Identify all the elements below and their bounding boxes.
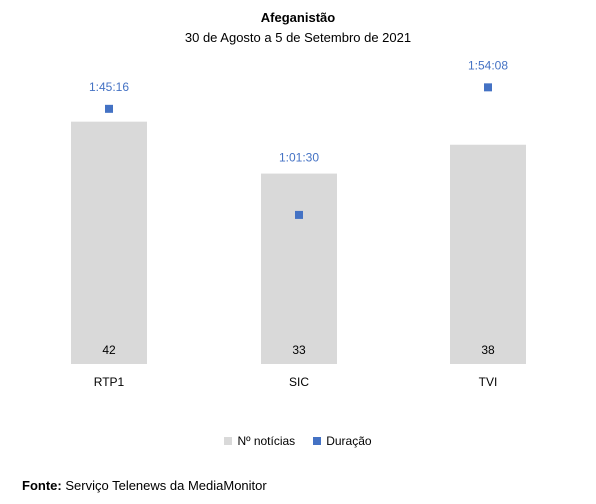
bar-value-label-rtp1: 42 <box>102 343 116 357</box>
bar-tvi <box>450 144 526 364</box>
chart-title: Afeganistão <box>260 10 336 25</box>
legend-label-duracao: Duração <box>326 434 372 448</box>
category-label-rtp1: RTP1 <box>94 375 125 389</box>
source-note: Fonte: Serviço Telenews da MediaMonitor <box>22 478 267 493</box>
duration-label-sic: 1:01:30 <box>279 151 319 165</box>
source-text: Serviço Telenews da MediaMonitor <box>65 478 267 493</box>
source-label: Fonte <box>22 478 58 493</box>
legend-swatch-duracao <box>313 437 322 445</box>
category-label-sic: SIC <box>289 375 309 389</box>
chart-legend: Nº notícias Duração <box>0 434 596 448</box>
bar-rtp1 <box>71 121 147 364</box>
legend-item-noticias: Nº notícias <box>224 434 295 448</box>
duration-marker-tvi <box>484 83 492 92</box>
chart-plot: 42 1:45:16 RTP1 33 1:01:30 SIC 38 1:54:08 TVI <box>71 58 526 389</box>
duration-marker-sic <box>295 210 303 219</box>
legend-label-noticias: Nº notícias <box>237 434 296 448</box>
bar-value-label-tvi: 38 <box>481 343 495 357</box>
bar-value-label-sic: 33 <box>292 343 306 357</box>
legend-swatch-noticias <box>224 437 233 445</box>
chart-subtitle: 30 de Agosto a 5 de Setembro de 2021 <box>184 30 412 45</box>
duration-marker-rtp1 <box>105 104 113 113</box>
legend-item-duracao: Duração <box>313 434 372 448</box>
category-label-tvi: TVI <box>479 375 498 389</box>
bar-sic <box>261 173 337 364</box>
duration-label-tvi: 1:54:08 <box>468 58 508 72</box>
duration-label-rtp1: 1:45:16 <box>89 80 129 94</box>
